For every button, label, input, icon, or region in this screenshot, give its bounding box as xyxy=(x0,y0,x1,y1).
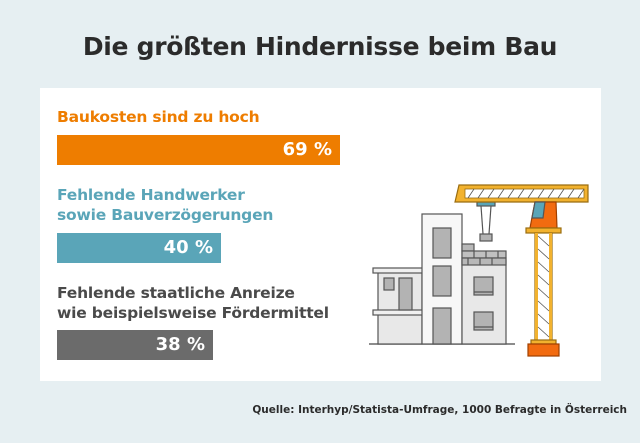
bar-label-line: sowie Bauverzögerungen xyxy=(57,206,274,224)
bar-label-line: Fehlende Handwerker xyxy=(57,186,245,204)
bar-value: 38 % xyxy=(155,334,205,355)
bar-anreize: 38 % xyxy=(57,330,213,360)
construction-crane-building-icon xyxy=(369,184,589,357)
bar-handwerker: 40 % xyxy=(57,233,221,263)
bar-value: 40 % xyxy=(163,237,213,258)
bar-label-line: Baukosten sind zu hoch xyxy=(57,108,260,126)
bar-value: 69 % xyxy=(282,139,332,160)
bar-label-handwerker: Fehlende Handwerker sowie Bauverzögerung… xyxy=(57,185,273,225)
source-note: Quelle: Interhyp/Statista-Umfrage, 1000 … xyxy=(252,404,627,416)
chart-panel: Baukosten sind zu hoch 69 % Fehlende Han… xyxy=(40,88,601,381)
bar-label-line: Fehlende staatliche Anreize xyxy=(57,284,295,302)
bar-label-line: wie beispielsweise Fördermittel xyxy=(57,304,329,322)
bar-baukosten: 69 % xyxy=(57,135,340,165)
bar-label-baukosten: Baukosten sind zu hoch xyxy=(57,107,260,127)
chart-title: Die größten Hindernisse beim Bau xyxy=(82,32,558,61)
bar-label-anreize: Fehlende staatliche Anreize wie beispiel… xyxy=(57,283,329,323)
